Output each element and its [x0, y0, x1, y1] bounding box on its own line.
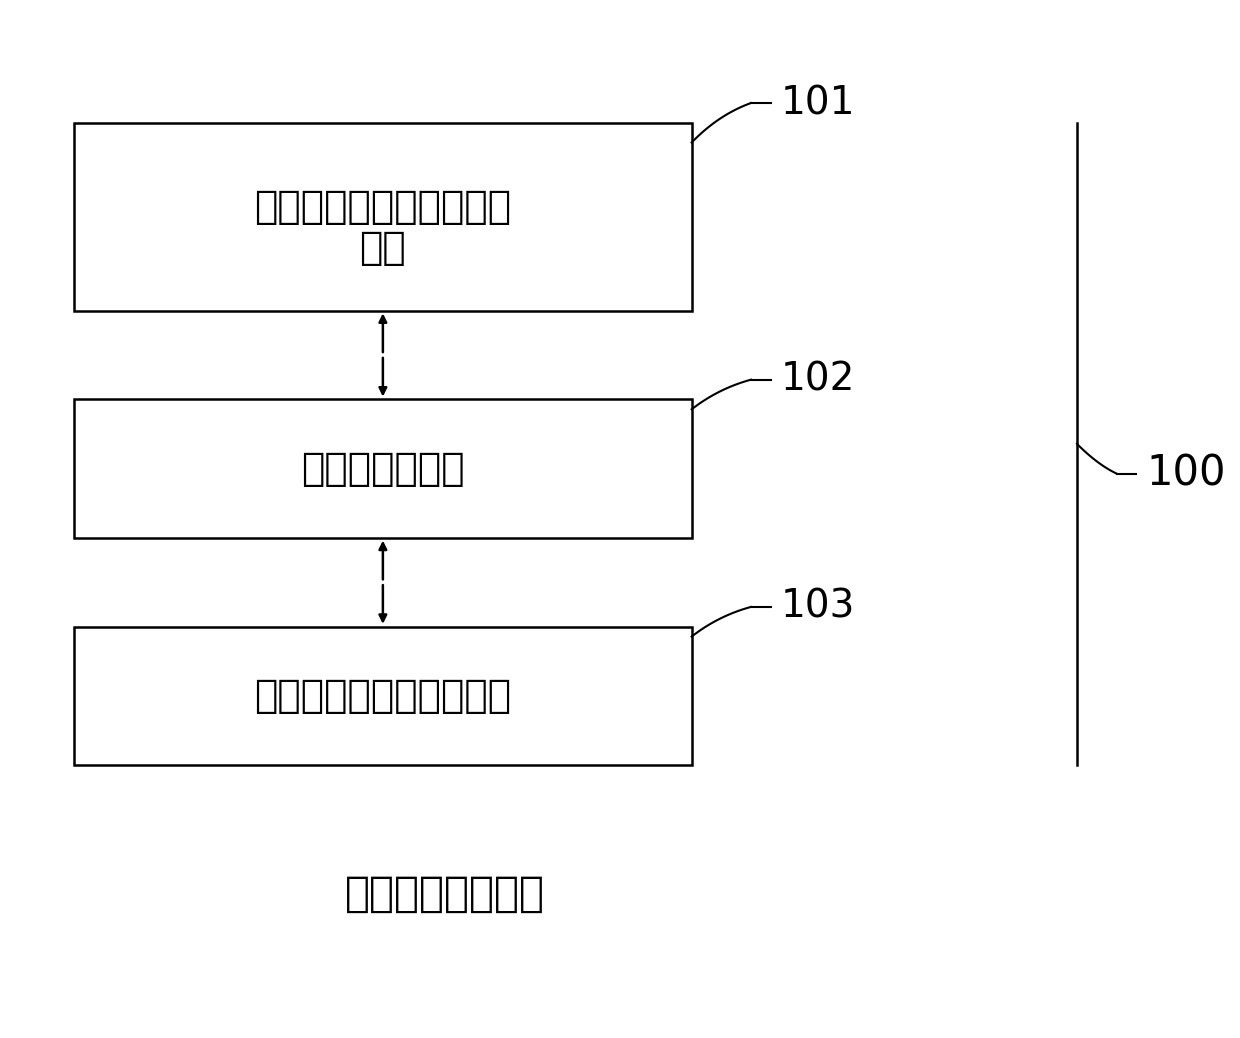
Text: 103: 103 — [780, 588, 854, 626]
Bar — [74, 400, 692, 538]
Text: 授权频点管理系统: 授权频点管理系统 — [345, 873, 544, 914]
Text: 102: 102 — [780, 360, 854, 399]
Text: 100: 100 — [1146, 453, 1225, 494]
Text: 101: 101 — [780, 84, 856, 122]
Text: 模块: 模块 — [360, 229, 407, 267]
Text: 授权频点系统数据库管理: 授权频点系统数据库管理 — [254, 188, 511, 226]
Text: 授权频点数据库: 授权频点数据库 — [301, 449, 465, 488]
Bar — [74, 122, 692, 310]
Bar — [74, 627, 692, 765]
Text: 感知系统数据库管理模块: 感知系统数据库管理模块 — [254, 677, 511, 715]
